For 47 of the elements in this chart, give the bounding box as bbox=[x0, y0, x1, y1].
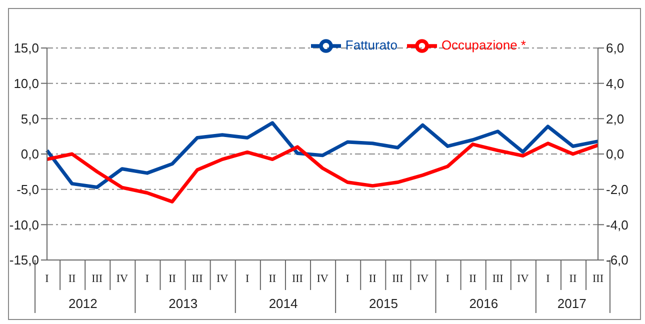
x-tick-label: IV bbox=[316, 273, 328, 285]
x-tick-label: II bbox=[168, 273, 176, 285]
x-tick-label: I bbox=[246, 273, 250, 285]
y-tick-label: 0,0 bbox=[20, 146, 39, 162]
x-tick-label: III bbox=[292, 273, 304, 285]
x-tick-label: IV bbox=[216, 273, 228, 285]
y2-tick-label: 6,0 bbox=[606, 40, 624, 56]
x-tick-label: II bbox=[469, 273, 477, 285]
x-tick-label: I bbox=[446, 273, 450, 285]
legend-label: Fatturato bbox=[345, 37, 398, 52]
text: 2017 bbox=[557, 296, 586, 311]
y2-tick-label: -4,0 bbox=[606, 217, 628, 232]
y-tick-label: 15,0 bbox=[14, 40, 39, 56]
y2-tick-label: 4,0 bbox=[606, 76, 624, 91]
line-series bbox=[45, 121, 600, 189]
y-tick-label: 10,0 bbox=[14, 76, 39, 91]
legend-label: Occupazione * bbox=[441, 37, 526, 52]
x-tick-label: II bbox=[569, 273, 577, 285]
x-tick-label: IV bbox=[116, 273, 128, 285]
y-tick-label: -15,0 bbox=[9, 252, 39, 268]
y2-tick-label: 2,0 bbox=[606, 111, 624, 126]
y-tick-label: -10,0 bbox=[9, 217, 39, 232]
x-tick-label: IV bbox=[517, 273, 529, 285]
x-tick-label: I bbox=[45, 273, 50, 285]
x-tick-label: I bbox=[145, 273, 150, 285]
x-tick-label: II bbox=[68, 273, 76, 285]
x-tick-label: III bbox=[392, 273, 404, 285]
text: 2013 bbox=[168, 296, 198, 311]
text: 2015 bbox=[369, 296, 398, 311]
x-tick-label: III bbox=[92, 273, 103, 285]
x-tick-label: III bbox=[592, 273, 604, 285]
x-tick-label: III bbox=[492, 273, 504, 285]
line-series bbox=[45, 142, 600, 204]
x-tick-label: I bbox=[546, 273, 550, 285]
y2-tick-label: -6,0 bbox=[606, 252, 628, 268]
x-tick-label: IV bbox=[416, 273, 429, 285]
x-tick-label: III bbox=[192, 273, 204, 285]
y2-tick-label: -2,0 bbox=[606, 182, 628, 197]
text: 2016 bbox=[469, 296, 498, 311]
y2-tick-label: 0,0 bbox=[606, 146, 624, 162]
y-tick-label: -5,0 bbox=[16, 182, 39, 197]
x-tick-label: II bbox=[368, 273, 377, 285]
x-tick-label: I bbox=[346, 273, 350, 285]
text: 2014 bbox=[268, 296, 298, 311]
y-tick-label: 5,0 bbox=[20, 111, 39, 126]
text: 2012 bbox=[68, 296, 98, 311]
x-tick-label: II bbox=[268, 273, 276, 285]
